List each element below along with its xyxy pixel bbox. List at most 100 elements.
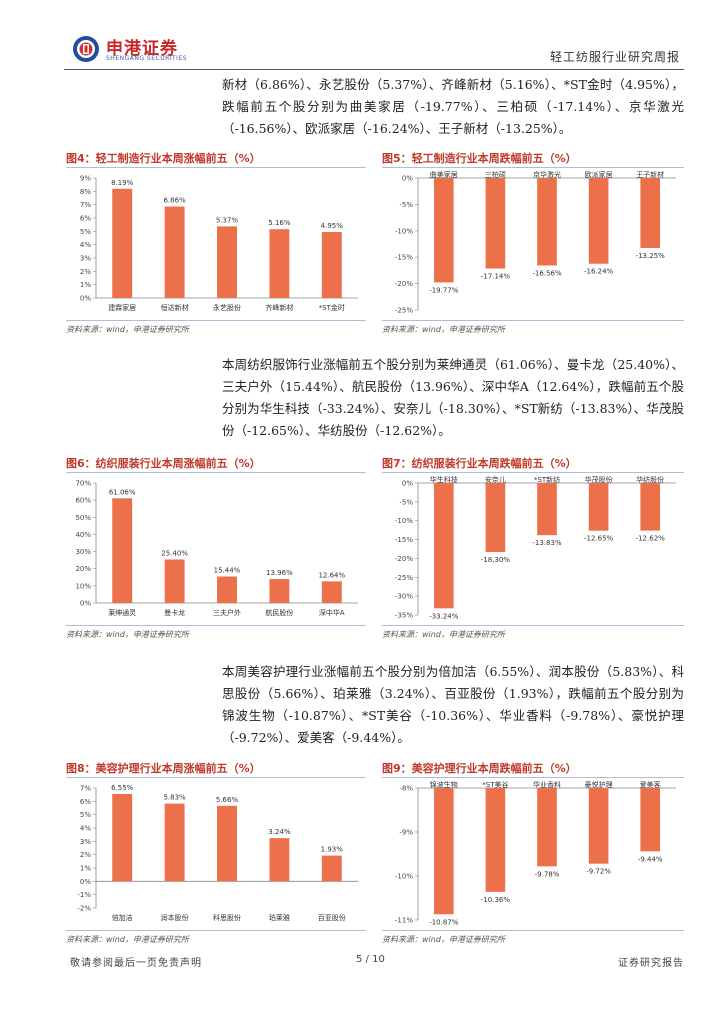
fig4-data-label: 8.19% — [111, 179, 134, 187]
paragraph-light-industry: 新材（6.86%）、永艺股份（5.37%）、齐峰新材（5.16%）、*ST金时（… — [222, 77, 684, 136]
fig7-data-label: -12.62% — [636, 535, 666, 543]
fig8-bar — [112, 794, 133, 882]
fig5-data-label: -13.25% — [636, 252, 666, 260]
fig9-data-label: -10.87% — [429, 918, 459, 926]
fig7-category-label: 华茂股份 — [585, 475, 613, 484]
fig8-data-label: 5.66% — [216, 796, 239, 804]
fig9-tick-label: -11% — [395, 917, 413, 925]
fig9-tick-label: -9% — [399, 829, 413, 837]
fig8-tick-label: 3% — [80, 838, 91, 846]
fig6-tick-label: 40% — [75, 531, 91, 539]
figure-9-top-rule — [382, 777, 684, 778]
fig4-data-label: 6.86% — [163, 197, 186, 205]
fig4-tick-label: 9% — [80, 175, 91, 183]
report-title: 轻工纺服行业研究周报 — [549, 50, 680, 64]
figure-6-top-rule — [66, 472, 366, 473]
fig4-bar — [112, 188, 133, 298]
fig8-data-label: 3.24% — [268, 828, 291, 836]
fig7-tick-label: -15% — [395, 536, 413, 544]
fig7-data-label: -33.24% — [429, 612, 459, 620]
fig6-category-label: 深中华A — [319, 608, 345, 617]
fig6-bar — [164, 559, 185, 603]
page-header: 申港证券 SHENGANG SECURITIES 轻工纺服行业研究周报 — [64, 30, 684, 70]
figure-5-title: 图5：轻工制造行业本周跌幅前五（%） — [382, 152, 577, 165]
figure-6: 图6：纺织服装行业本周涨幅前五（%） 0% 10% 20% 30% 40% 50% 60% 7… — [66, 455, 366, 640]
fig8-bar — [164, 803, 185, 882]
fig8-category-label: 百亚股份 — [318, 913, 346, 922]
fig8-category-label: 倍加洁 — [112, 913, 133, 922]
fig4-tick-label: 8% — [80, 188, 91, 196]
fig5-data-label: -16.24% — [584, 268, 614, 276]
fig7-category-label: 华生科技 — [430, 475, 458, 484]
fig6-category-label: 航民股份 — [265, 608, 293, 617]
fig4-tick-label: 5% — [80, 228, 91, 236]
figure-8: 图8：美容护理行业本周涨幅前五（%） -2% -1% 0% 1% 2% 3% 4% 5% 6% 7… — [66, 760, 366, 945]
fig9-category-label: 锦波生物 — [430, 780, 458, 789]
logo-text-en: SHENGANG SECURITIES — [106, 55, 188, 62]
fig9-bar — [485, 788, 506, 892]
fig6-tick-label: 20% — [75, 565, 91, 573]
fig4-tick-label: 0% — [80, 295, 91, 303]
fig5-bar — [537, 178, 557, 266]
fig6-category-label: 莱绅通灵 — [108, 608, 136, 617]
fig7-bar — [485, 483, 506, 553]
fig7-tick-label: -10% — [395, 517, 413, 525]
fig4-bar — [321, 232, 342, 298]
fig5-category-label: 曲美家居 — [430, 170, 458, 179]
figure-8-source: 资料来源：wind，申港证券研究所 — [66, 935, 189, 944]
figure-7-chart: 0% -5% -10% -15% -20% -25% -30% -35% -33.24% 华生科技… — [395, 475, 676, 620]
fig9-bar — [640, 788, 661, 852]
fig9-data-label: -9.44% — [638, 855, 663, 863]
figure-5-bottom-rule — [382, 320, 684, 321]
fig9-data-label: -10.36% — [481, 896, 511, 904]
fig8-category-label: 润本股份 — [161, 913, 189, 922]
fig7-tick-label: -20% — [395, 555, 413, 563]
fig4-category-label: 建霖家居 — [108, 303, 136, 312]
fig8-data-label: 1.93% — [321, 846, 344, 854]
fig6-data-label: 15.44% — [214, 567, 241, 575]
fig7-data-label: -12.65% — [584, 535, 614, 543]
fig6-category-label: 曼卡龙 — [164, 608, 185, 617]
figure-9-chart: -8% -9% -10% -11% -10.87% 锦波生物 -10.36% *ST美谷 -9.… — [395, 780, 676, 926]
fig5-data-label: -17.14% — [481, 272, 511, 280]
fig7-tick-label: -25% — [395, 574, 413, 582]
fig5-data-label: -19.77% — [429, 286, 459, 294]
fig8-bar — [269, 838, 290, 882]
fig8-tick-label: 0% — [80, 878, 91, 886]
fig7-data-label: -13.83% — [532, 539, 562, 547]
figure-5: 图5：轻工制造行业本周跌幅前五（%） 0% -5% -10% -15% -20% -25%… — [382, 150, 684, 335]
figure-4: 图4：轻工制造行业本周涨幅前五（%） 0% 1% 2% 3% 4% 5% 6% 7% 8% 9% 8… — [66, 150, 366, 335]
fig5-tick-label: -15% — [395, 254, 413, 262]
footer-doc-type: 证券研究报告 — [618, 958, 684, 969]
figure-4-top-rule — [66, 167, 366, 168]
fig6-tick-label: 70% — [75, 480, 91, 488]
fig8-tick-label: -2% — [77, 905, 91, 913]
fig6-bar — [112, 498, 133, 603]
figure-9: 图9：美容护理行业本周跌幅前五（%） -8% -9% -10% -11% -10.87%… — [382, 760, 684, 945]
figure-6-source: 资料来源：wind，申港证券研究所 — [66, 630, 189, 639]
fig4-bar — [217, 226, 237, 298]
fig4-tick-label: 4% — [80, 241, 91, 249]
fig7-category-label: 安奈儿 — [485, 475, 506, 484]
fig5-tick-label: -5% — [399, 201, 413, 209]
figure-8-bottom-rule — [66, 930, 366, 931]
fig8-data-label: 5.83% — [163, 794, 186, 802]
paragraph-beauty: 本周美容护理行业涨幅前五个股分别为倍加洁（6.55%）、润本股份（5.83%）、… — [222, 664, 684, 745]
fig7-bar — [588, 483, 609, 531]
fig5-data-label: -16.56% — [532, 269, 562, 277]
figure-8-title: 图8：美容护理行业本周涨幅前五（%） — [66, 762, 261, 775]
fig5-tick-label: -20% — [395, 280, 413, 288]
figure-9-source: 资料来源：wind，申港证券研究所 — [382, 935, 505, 944]
fig7-tick-label: 0% — [402, 480, 413, 488]
fig4-category-label: 齐峰新材 — [265, 303, 293, 312]
fig5-tick-label: -10% — [395, 227, 413, 235]
fig9-tick-label: -10% — [395, 873, 413, 881]
fig8-tick-label: 5% — [80, 811, 91, 819]
fig8-bar — [217, 805, 237, 882]
company-logo-icon — [73, 36, 99, 62]
fig5-bar — [640, 178, 661, 248]
fig5-bar — [485, 178, 506, 269]
fig5-tick-label: 0% — [402, 175, 413, 183]
figure-7: 图7：纺织服装行业本周跌幅前五（%） 0% -5% -10% -15% -20% -25%… — [382, 455, 684, 640]
fig7-tick-label: -5% — [399, 498, 413, 506]
